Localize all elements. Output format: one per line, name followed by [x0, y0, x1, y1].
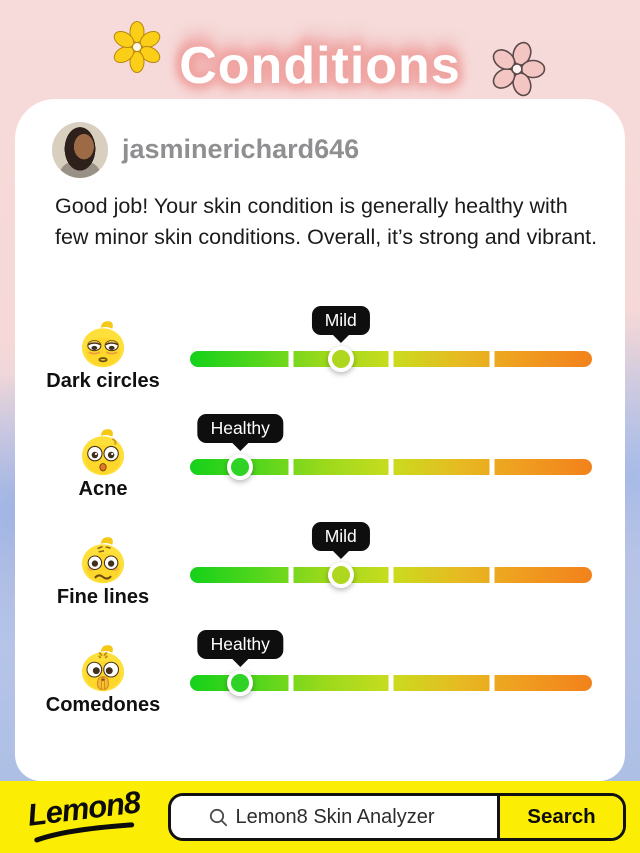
condition-row-dark-circles: Dark circles Mild: [0, 302, 640, 410]
condition-label: Comedones: [45, 694, 161, 716]
logo-underline-swoosh: [34, 822, 135, 843]
search-input[interactable]: [235, 805, 461, 829]
status-label: Healthy: [210, 418, 270, 438]
condition-label: Fine lines: [56, 586, 150, 608]
status-label: Healthy: [210, 634, 270, 654]
surprised-face-emoji: [81, 429, 125, 476]
search-button[interactable]: Search: [497, 796, 623, 838]
search-icon: [209, 808, 227, 826]
severity-marker[interactable]: [227, 670, 254, 696]
username[interactable]: jasminerichard646: [122, 134, 360, 164]
search-field[interactable]: [171, 796, 497, 838]
tired-face-emoji: [81, 321, 125, 368]
status-label: Mild: [324, 526, 357, 546]
condition-label: Acne: [78, 478, 128, 500]
lemon8-logo: Lemon8: [26, 784, 144, 843]
condition-label: Dark circles: [46, 370, 160, 392]
severity-marker[interactable]: [327, 346, 354, 372]
yellow-flower-icon: [113, 21, 161, 73]
condition-row-acne: Acne Healthy: [0, 410, 640, 518]
status-label: Mild: [324, 310, 357, 330]
summary-text: Good job! Your skin condition is general…: [55, 194, 598, 249]
status-tooltip: Mild: [311, 306, 370, 335]
condition-row-fine-lines: Fine lines Mild: [0, 518, 640, 626]
severity-track[interactable]: Healthy: [190, 414, 592, 480]
pleading-face-emoji: [81, 645, 125, 692]
severity-marker[interactable]: [227, 454, 254, 480]
severity-track[interactable]: Healthy: [190, 630, 592, 696]
severity-track[interactable]: Mild: [190, 306, 592, 372]
severity-marker[interactable]: [327, 562, 354, 588]
footer-bar: Lemon8 Search: [0, 781, 640, 853]
status-tooltip: Mild: [311, 522, 370, 551]
worried-face-emoji: [81, 537, 125, 584]
pink-flower-icon: [492, 41, 546, 97]
condition-row-comedones: Comedones Healthy: [0, 626, 640, 734]
avatar[interactable]: [52, 122, 108, 178]
severity-track[interactable]: Mild: [190, 522, 592, 588]
status-tooltip: Healthy: [197, 630, 283, 659]
page-title: Conditions: [179, 37, 461, 95]
status-tooltip: Healthy: [197, 414, 283, 443]
search-box: Search: [168, 793, 626, 841]
